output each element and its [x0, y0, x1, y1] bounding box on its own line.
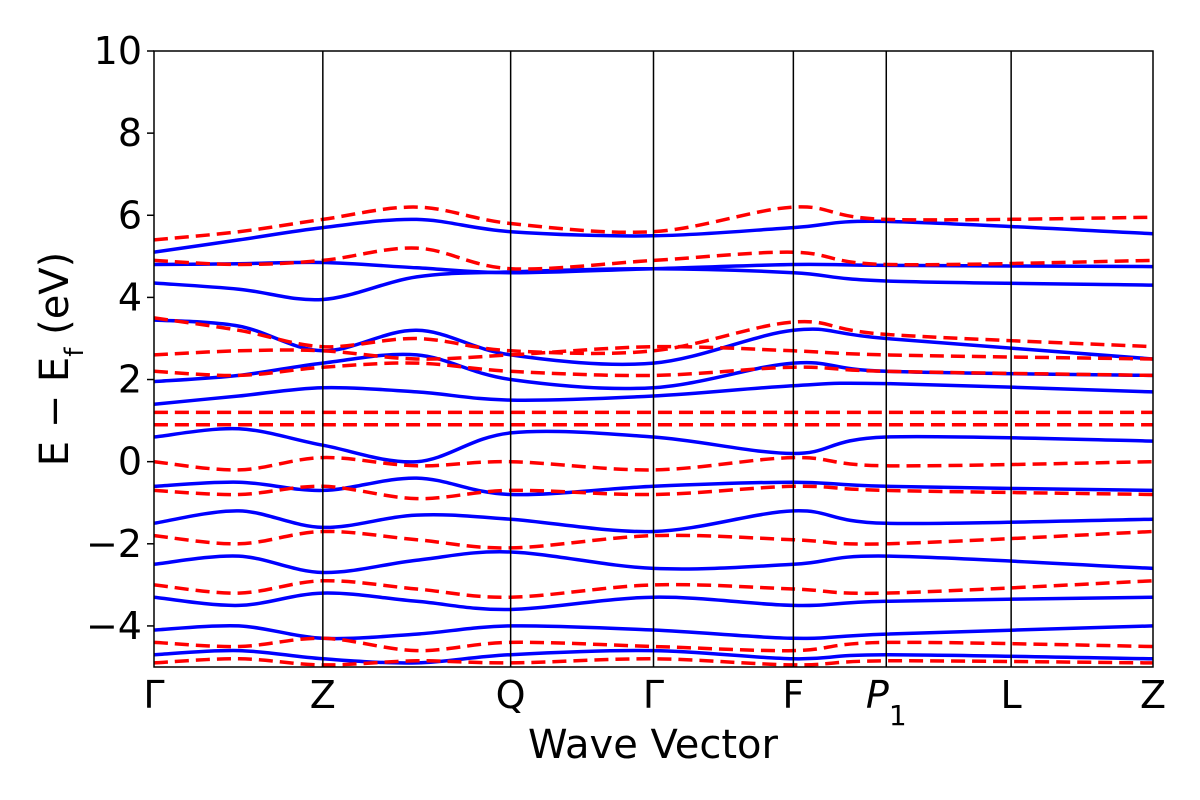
plot-frame — [153, 50, 1154, 668]
y-tick-label-2: 0 — [118, 440, 142, 484]
x-tick-label-1: Z — [310, 673, 336, 717]
band-line-dashed-3 — [154, 344, 1153, 361]
y-tick-label-4: 4 — [118, 275, 142, 319]
y-tick-label-5: 6 — [118, 193, 142, 237]
y-tick-label-7: 10 — [94, 29, 142, 73]
x-tick-label-3: Γ — [643, 673, 664, 717]
x-tick-label-0: Γ — [143, 673, 164, 717]
x-tick-label-2: Q — [496, 673, 526, 717]
x-tick-label-6: L — [1001, 673, 1022, 717]
x-tick-label-4: F — [782, 673, 804, 717]
band-line-dashed-4 — [154, 361, 1153, 378]
y-tick-label-0: −4 — [86, 604, 142, 648]
x-axis-label: Wave Vector — [528, 722, 779, 768]
x-tick-label-7: Z — [1140, 673, 1166, 717]
y-tick-label-1: −2 — [86, 522, 142, 566]
high-symmetry-lines — [322, 51, 1012, 667]
x-axis-ticks: Γ Z Q Γ F P1 L Z — [143, 673, 1166, 732]
y-tick-label-6: 8 — [118, 111, 142, 155]
band-line-dashed-12 — [154, 657, 1153, 667]
y-axis-label: E − Ef (eV) — [32, 252, 90, 467]
y-axis-ticks: −4 −2 0 2 4 6 8 10 — [86, 29, 154, 648]
x-tick-label-5: P1 — [866, 673, 907, 732]
band-line-dashed-8 — [154, 484, 1153, 501]
y-tick-label-3: 2 — [118, 358, 142, 402]
